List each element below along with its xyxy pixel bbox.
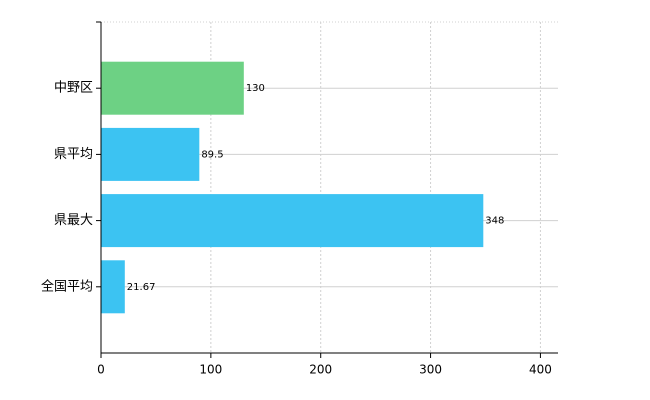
- x-tick-label: 300: [419, 363, 442, 377]
- x-tick-label: 0: [97, 363, 105, 377]
- y-tick-label: 全国平均: [41, 278, 93, 294]
- y-tick-label: 中野区: [54, 81, 93, 96]
- value-label: 21.67: [127, 282, 156, 293]
- y-tick-label: 県平均: [54, 147, 93, 162]
- value-label: 130: [246, 83, 265, 94]
- bar: [101, 194, 484, 248]
- x-tick-label: 200: [309, 363, 332, 377]
- bar: [101, 260, 125, 314]
- x-tick-label: 400: [529, 363, 552, 377]
- value-label: 348: [485, 216, 504, 227]
- bar: [101, 127, 200, 181]
- y-tick-label: 県最大: [54, 213, 93, 228]
- x-tick-label: 100: [199, 363, 222, 377]
- value-label: 89.5: [201, 149, 223, 160]
- bar: [101, 61, 244, 115]
